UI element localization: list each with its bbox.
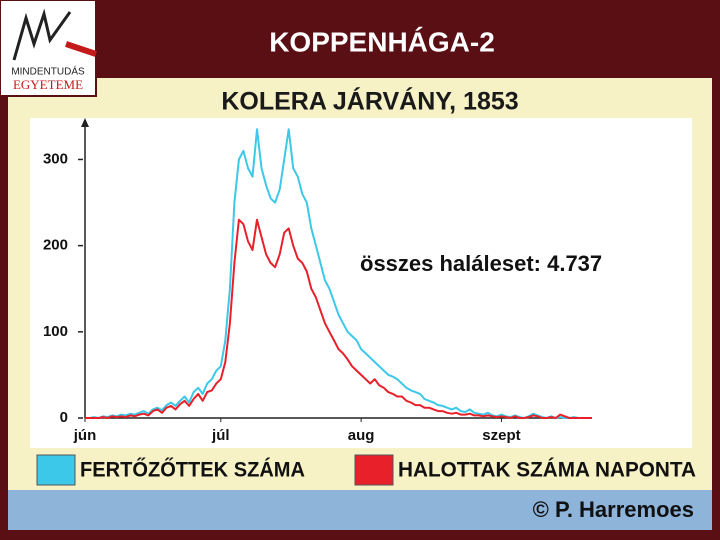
logo-line1: MINDENTUDÁS xyxy=(11,65,85,78)
chart-title: KOLERA JÁRVÁNY, 1853 xyxy=(221,87,518,116)
x-tick-label: aug xyxy=(348,427,375,444)
annotation: összes haláleset: 4.737 xyxy=(360,251,602,276)
legend-label: FERTŐZŐTTEK SZÁMA xyxy=(80,459,305,482)
y-tick-label: 0 xyxy=(60,409,68,426)
x-tick-label: szept xyxy=(482,427,520,444)
logo-line2: EGYETEME xyxy=(13,77,83,92)
credit: © P. Harremoes xyxy=(533,497,694,522)
x-tick-label: jún xyxy=(73,427,97,444)
plot-area xyxy=(30,118,692,448)
x-tick-label: júl xyxy=(211,427,230,444)
legend-swatch xyxy=(354,454,394,486)
legend-label: HALOTTAK SZÁMA NAPONTA xyxy=(398,459,696,482)
y-tick-label: 200 xyxy=(43,237,68,254)
legend-swatch xyxy=(36,454,76,486)
y-axis-arrow xyxy=(81,118,89,127)
logo-mark xyxy=(12,8,72,61)
logo-pen xyxy=(65,41,97,57)
slide-title: KOPPENHÁGA-2 xyxy=(269,26,495,57)
footer-bar xyxy=(8,490,712,530)
y-tick-label: 100 xyxy=(43,323,68,340)
y-tick-label: 300 xyxy=(43,150,68,167)
series-line xyxy=(85,218,592,419)
